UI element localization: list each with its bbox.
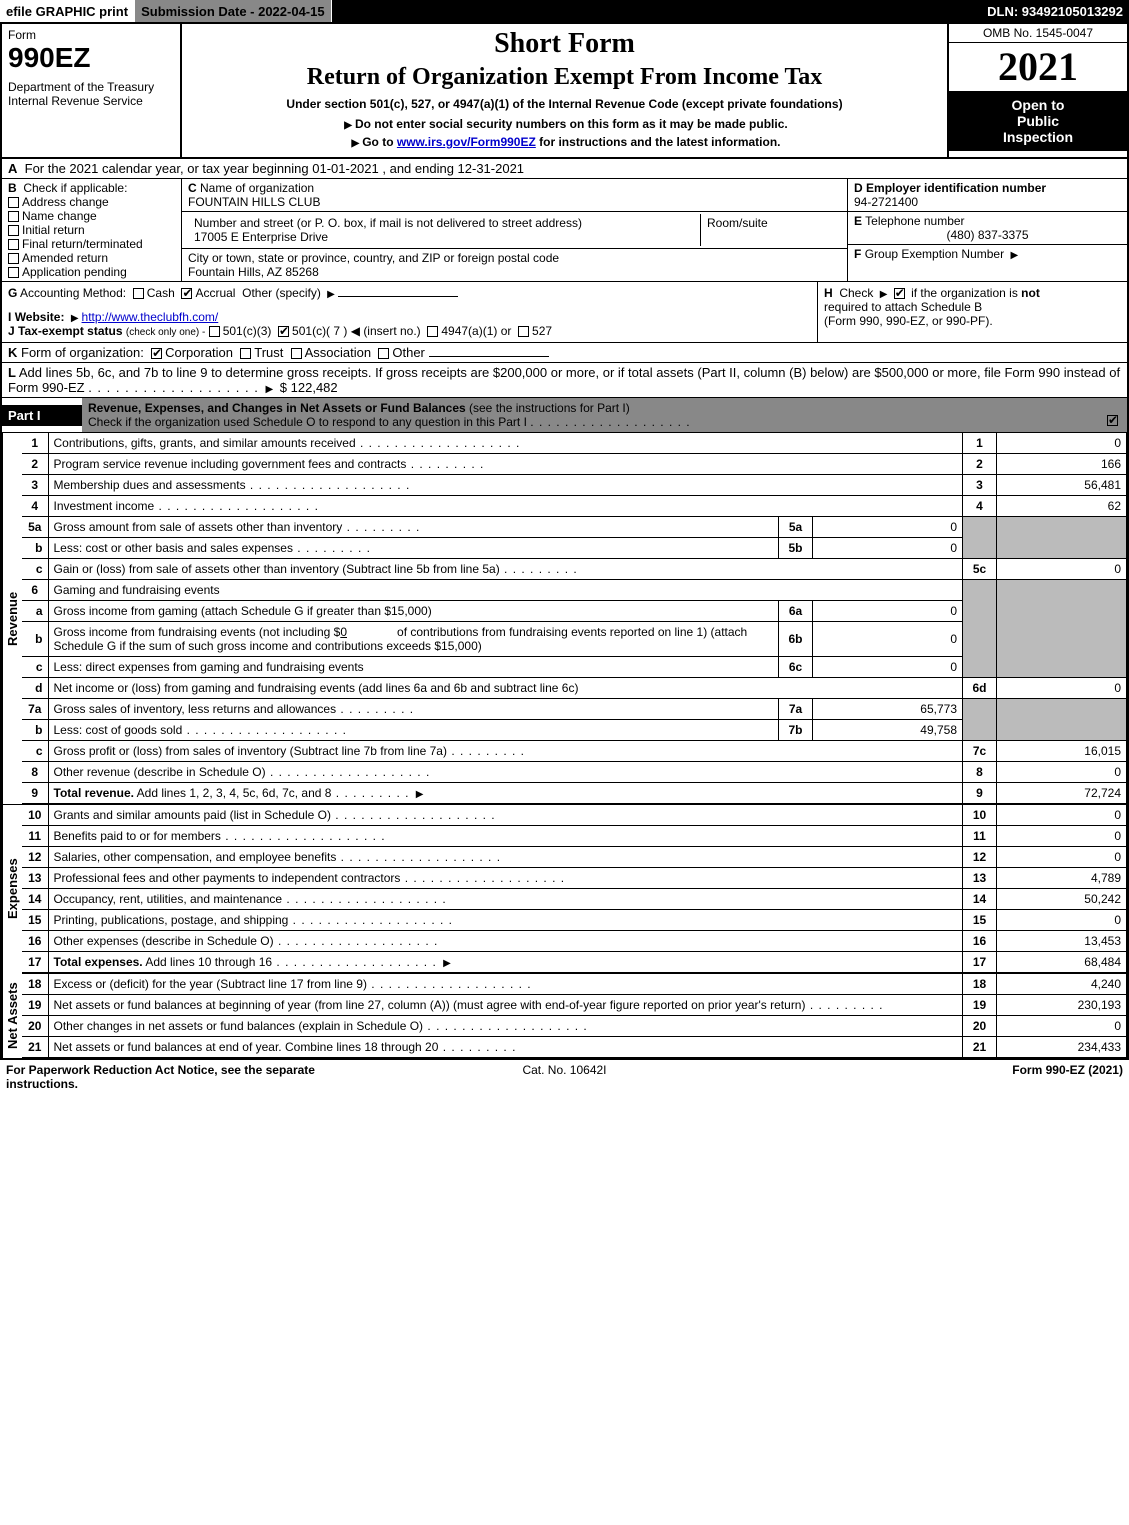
netassets-label: Net Assets	[2, 973, 22, 1058]
chk-final-return[interactable]: Final return/terminated	[8, 237, 175, 251]
ssn-note: Do not enter social security numbers on …	[188, 117, 941, 131]
header-right: OMB No. 1545-0047 2021 Open to Public In…	[947, 24, 1127, 157]
netassets-table: 18Excess or (deficit) for the year (Subt…	[22, 973, 1127, 1058]
chk-501c[interactable]	[278, 326, 289, 337]
section-c: C Name of organization FOUNTAIN HILLS CL…	[182, 179, 847, 281]
chk-trust[interactable]	[240, 348, 251, 359]
chk-address-change[interactable]: Address change	[8, 195, 175, 209]
gross-receipts: $ 122,482	[280, 380, 338, 395]
tax-year: 2021	[949, 43, 1127, 91]
chk-name-change[interactable]: Name change	[8, 209, 175, 223]
line18-val: 4,240	[997, 974, 1127, 995]
dept-irs: Internal Revenue Service	[8, 94, 174, 108]
chk-cash[interactable]	[133, 288, 144, 299]
submission-date: Submission Date - 2022-04-15	[135, 0, 332, 22]
section-b-c-d-e-f: B Check if applicable: Address change Na…	[2, 179, 1127, 282]
telephone: (480) 837-3375	[854, 228, 1121, 242]
chk-4947[interactable]	[427, 326, 438, 337]
chk-amended-return[interactable]: Amended return	[8, 251, 175, 265]
chk-corporation[interactable]	[151, 348, 162, 359]
form-number: 990EZ	[8, 42, 174, 74]
chk-accrual[interactable]	[181, 288, 192, 299]
section-a: A For the 2021 calendar year, or tax yea…	[2, 159, 1127, 179]
header-middle: Short Form Return of Organization Exempt…	[182, 24, 947, 157]
form-word: Form	[8, 28, 174, 42]
revenue-table: 1Contributions, gifts, grants, and simil…	[22, 432, 1127, 804]
efile-label[interactable]: efile GRAPHIC print	[0, 0, 135, 22]
section-h: H Check if the organization is not requi…	[817, 282, 1127, 342]
website-link[interactable]: http://www.theclubfh.com/	[82, 310, 219, 324]
goto-note: Go to www.irs.gov/Form990EZ for instruct…	[188, 135, 941, 149]
chk-association[interactable]	[291, 348, 302, 359]
line10-val: 0	[997, 805, 1127, 826]
chk-application-pending[interactable]: Application pending	[8, 265, 175, 279]
section-g-h: G Accounting Method: Cash Accrual Other …	[2, 282, 1127, 343]
chk-initial-return[interactable]: Initial return	[8, 223, 175, 237]
section-b: B Check if applicable: Address change Na…	[2, 179, 182, 281]
line13-val: 4,789	[997, 868, 1127, 889]
line5a-val: 0	[813, 517, 963, 538]
open-public-badge: Open to Public Inspection	[949, 91, 1127, 151]
line15-val: 0	[997, 910, 1127, 931]
chk-schedule-b[interactable]	[894, 288, 905, 299]
line16-val: 13,453	[997, 931, 1127, 952]
section-l: L Add lines 5b, 6c, and 7b to line 9 to …	[2, 363, 1127, 398]
form-ref: Form 990-EZ (2021)	[751, 1063, 1123, 1091]
line21-val: 234,433	[997, 1037, 1127, 1058]
short-form-title: Short Form	[188, 28, 941, 60]
paperwork-notice: For Paperwork Reduction Act Notice, see …	[6, 1063, 378, 1091]
dept-treasury: Department of the Treasury	[8, 80, 174, 94]
line6d-val: 0	[997, 678, 1127, 699]
line8-val: 0	[997, 762, 1127, 783]
chk-501c3[interactable]	[209, 326, 220, 337]
line7b-val: 49,758	[813, 720, 963, 741]
expenses-label: Expenses	[2, 804, 22, 973]
line9-val: 72,724	[997, 783, 1127, 804]
line3-val: 56,481	[997, 475, 1127, 496]
line1-val: 0	[997, 433, 1127, 454]
line20-val: 0	[997, 1016, 1127, 1037]
line12-val: 0	[997, 847, 1127, 868]
top-bar: efile GRAPHIC print Submission Date - 20…	[0, 0, 1129, 22]
page-footer: For Paperwork Reduction Act Notice, see …	[0, 1060, 1129, 1094]
cat-number: Cat. No. 10642I	[378, 1063, 750, 1091]
room-suite: Room/suite	[701, 214, 841, 246]
line19-val: 230,193	[997, 995, 1127, 1016]
line17-val: 68,484	[997, 952, 1127, 973]
line6b-val: 0	[813, 622, 963, 657]
line11-val: 0	[997, 826, 1127, 847]
revenue-label: Revenue	[2, 432, 22, 804]
line5b-val: 0	[813, 538, 963, 559]
line6a-val: 0	[813, 601, 963, 622]
line2-val: 166	[997, 454, 1127, 475]
line4-val: 62	[997, 496, 1127, 517]
header-left: Form 990EZ Department of the Treasury In…	[2, 24, 182, 157]
street-address: 17005 E Enterprise Drive	[194, 230, 694, 244]
line14-val: 50,242	[997, 889, 1127, 910]
under-section: Under section 501(c), 527, or 4947(a)(1)…	[188, 97, 941, 111]
chk-schedule-o[interactable]	[1107, 415, 1118, 426]
return-title: Return of Organization Exempt From Incom…	[188, 64, 941, 91]
section-k: K Form of organization: Corporation Trus…	[2, 343, 1127, 363]
section-d-e-f: D Employer identification number 94-2721…	[847, 179, 1127, 281]
line5c-val: 0	[997, 559, 1127, 580]
expenses-table: 10Grants and similar amounts paid (list …	[22, 804, 1127, 973]
form-header: Form 990EZ Department of the Treasury In…	[2, 24, 1127, 159]
line7a-val: 65,773	[813, 699, 963, 720]
dln-label: DLN: 93492105013292	[981, 0, 1129, 22]
chk-527[interactable]	[518, 326, 529, 337]
city-state-zip: Fountain Hills, AZ 85268	[188, 265, 841, 279]
org-name: FOUNTAIN HILLS CLUB	[188, 195, 841, 209]
chk-other-org[interactable]	[378, 348, 389, 359]
line7c-val: 16,015	[997, 741, 1127, 762]
part-1-header: Part I Revenue, Expenses, and Changes in…	[2, 398, 1127, 432]
ein: 94-2721400	[854, 195, 1121, 209]
line6c-val: 0	[813, 657, 963, 678]
form-frame: Form 990EZ Department of the Treasury In…	[0, 22, 1129, 1060]
omb-number: OMB No. 1545-0047	[949, 24, 1127, 43]
irs-link[interactable]: www.irs.gov/Form990EZ	[397, 135, 536, 149]
